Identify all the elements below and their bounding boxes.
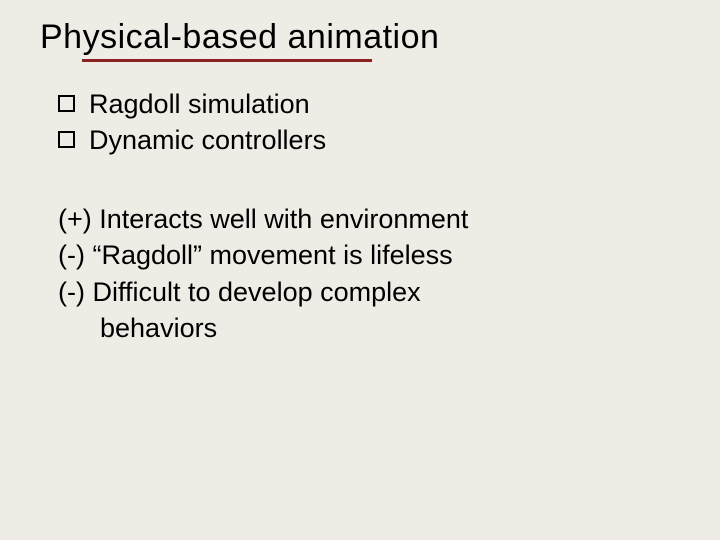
- point-line-continuation: behaviors: [58, 310, 680, 346]
- list-item: Ragdoll simulation: [58, 86, 680, 122]
- bullet-list: Ragdoll simulation Dynamic controllers: [40, 86, 680, 159]
- point-line: (+) Interacts well with environment: [58, 201, 680, 237]
- title-underline: [82, 59, 372, 62]
- list-item: Dynamic controllers: [58, 122, 680, 158]
- points-block: (+) Interacts well with environment (-) …: [40, 201, 680, 347]
- square-bullet-icon: [58, 131, 75, 148]
- point-line: (-) “Ragdoll” movement is lifeless: [58, 237, 680, 273]
- bullet-label: Dynamic controllers: [89, 122, 326, 158]
- bullet-label: Ragdoll simulation: [89, 86, 310, 122]
- point-line: (-) Difficult to develop complex: [58, 274, 680, 310]
- slide-title: Physical-based animation: [40, 18, 680, 57]
- slide: Physical-based animation Ragdoll simulat…: [0, 0, 720, 347]
- square-bullet-icon: [58, 95, 75, 112]
